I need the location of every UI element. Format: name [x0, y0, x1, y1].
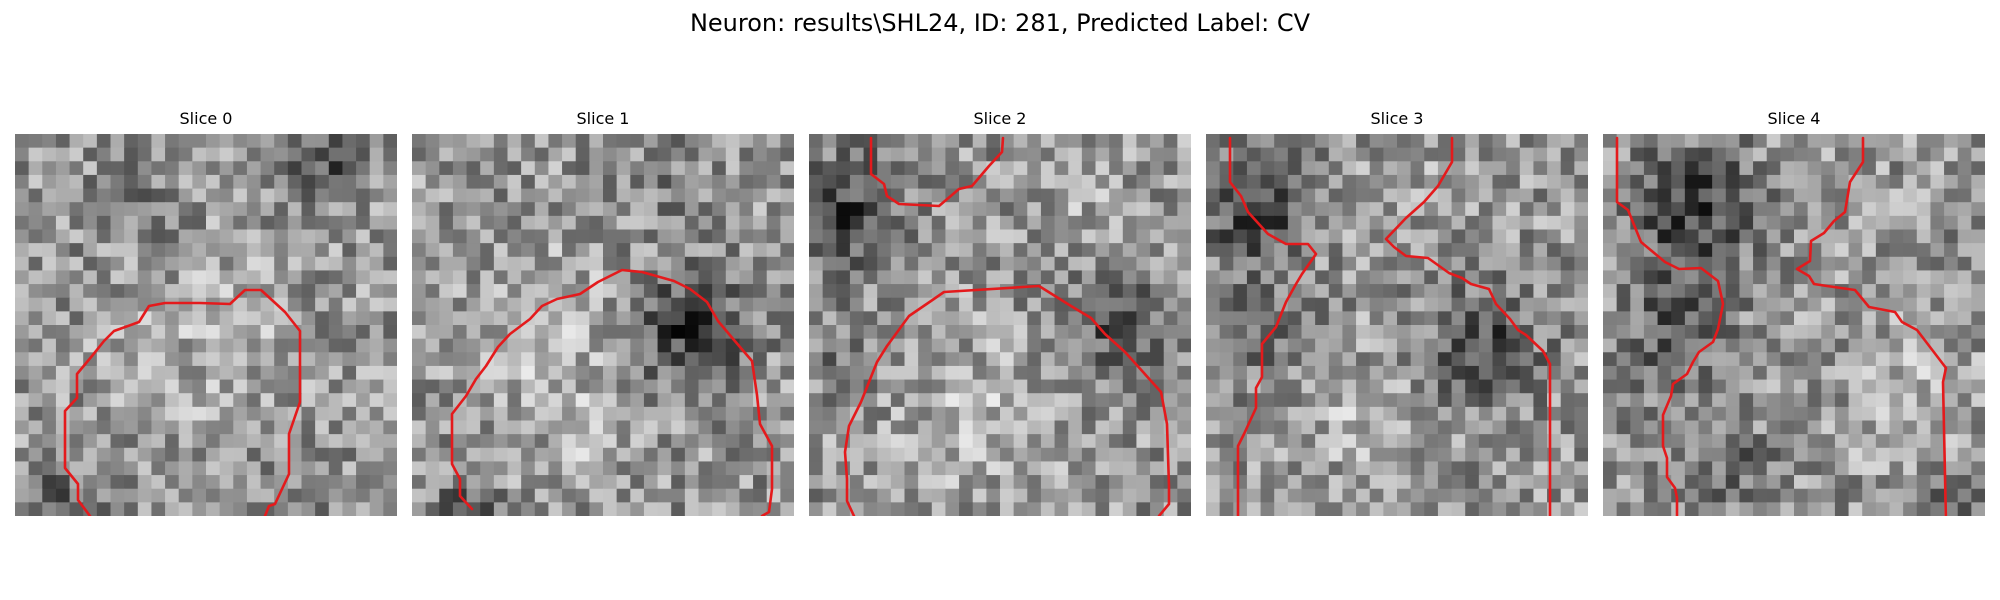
pixel-grid-1 [412, 134, 794, 516]
contour-3b [1384, 136, 1552, 516]
slice-title-4: Slice 4 [1767, 109, 1821, 128]
contour-0 [63, 288, 302, 516]
slice-image-0 [15, 134, 397, 516]
slice-title-3: Slice 3 [1370, 109, 1424, 128]
contour-4b [1795, 136, 1948, 516]
slice-image-2 [809, 134, 1191, 516]
slice-panel-0: Slice 0 [15, 108, 397, 516]
figure-title: Neuron: results\SHL24, ID: 281, Predicte… [689, 9, 1311, 37]
slice-image-3 [1206, 134, 1588, 516]
contour-3a [1228, 136, 1318, 516]
slice-title-0: Slice 0 [179, 109, 233, 128]
pixel-grid-0 [15, 134, 397, 516]
slice-panel-2: Slice 2 [809, 108, 1191, 516]
slice-panel-1: Slice 1 [412, 108, 794, 516]
pixel-grid-2 [809, 134, 1191, 516]
slice-title-1: Slice 1 [576, 109, 630, 128]
pixel-grid-3 [1206, 134, 1588, 516]
slice-panel-4: Slice 4 [1603, 108, 1985, 516]
slice-title-2: Slice 2 [973, 109, 1027, 128]
contour-2a [869, 136, 1005, 208]
slice-panel-3: Slice 3 [1206, 108, 1588, 516]
contour-4a [1615, 136, 1725, 516]
slice-image-4 [1603, 134, 1985, 516]
contour-2b [843, 284, 1171, 516]
contour-1 [450, 268, 774, 516]
pixel-grid-4 [1603, 134, 1985, 516]
slice-image-1 [412, 134, 794, 516]
